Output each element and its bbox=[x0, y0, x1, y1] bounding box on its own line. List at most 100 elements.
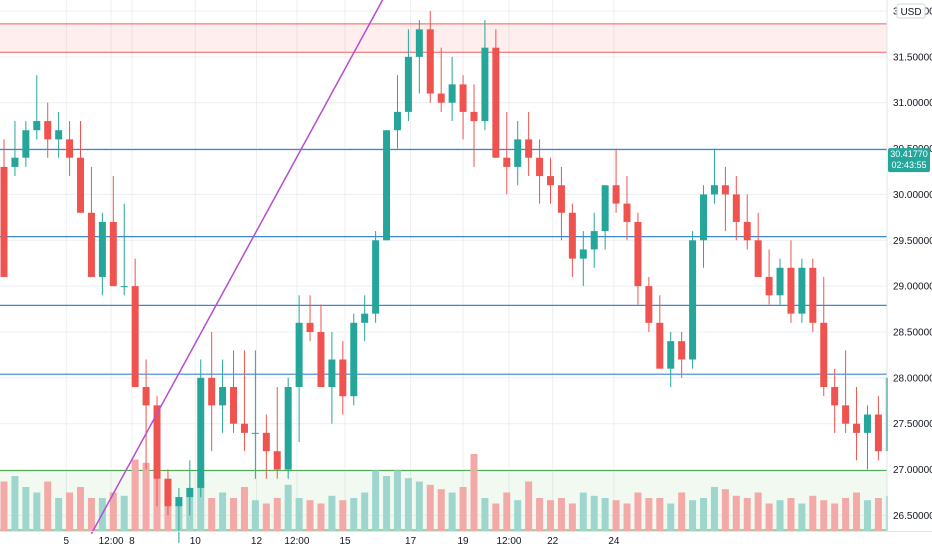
candle bbox=[404, 29, 412, 122]
candle-body bbox=[186, 487, 194, 498]
volume-bar bbox=[393, 470, 401, 531]
volume-bar bbox=[361, 492, 369, 531]
candle bbox=[186, 460, 194, 516]
candle bbox=[590, 212, 598, 268]
candle bbox=[415, 20, 423, 94]
y-tick-label: 31.00000 bbox=[893, 98, 932, 109]
volume-bar bbox=[372, 470, 380, 531]
candle bbox=[251, 350, 259, 479]
candle bbox=[284, 377, 292, 479]
candle bbox=[273, 387, 281, 479]
candle bbox=[11, 121, 19, 177]
y-tick-label: 29.00000 bbox=[893, 282, 932, 293]
candle bbox=[426, 11, 434, 103]
candle bbox=[514, 121, 522, 186]
candle bbox=[721, 166, 729, 232]
candle-body bbox=[732, 194, 740, 222]
candle-body bbox=[721, 185, 729, 195]
candle bbox=[98, 212, 106, 296]
volume-bar bbox=[350, 498, 358, 531]
volume-bar bbox=[197, 481, 205, 531]
volume-bar bbox=[547, 500, 554, 531]
candle bbox=[328, 331, 336, 424]
candle bbox=[109, 176, 117, 287]
volume-bar bbox=[240, 487, 248, 531]
candle-body bbox=[612, 185, 620, 204]
volume-bar bbox=[448, 492, 456, 531]
volume-bar bbox=[623, 503, 631, 531]
x-tick-label: 17 bbox=[405, 536, 417, 547]
candle bbox=[700, 185, 708, 268]
candle-body bbox=[372, 240, 380, 314]
volume-bar bbox=[842, 498, 850, 531]
candle-body bbox=[87, 212, 95, 277]
candle-body bbox=[197, 377, 205, 488]
volume-bar bbox=[853, 492, 861, 531]
volume-bar bbox=[612, 500, 620, 531]
volume-bar bbox=[820, 500, 828, 531]
volume-bar bbox=[77, 487, 85, 531]
candle-body bbox=[601, 185, 609, 232]
volume-bar bbox=[284, 484, 292, 531]
volume-bar bbox=[44, 481, 52, 531]
volume-bar bbox=[601, 498, 609, 531]
candle-body bbox=[66, 139, 74, 158]
candle bbox=[525, 111, 533, 177]
candle-body bbox=[492, 47, 500, 158]
candle bbox=[863, 405, 871, 470]
volume-bar bbox=[66, 492, 74, 531]
horizontal-levels[interactable] bbox=[0, 148, 887, 375]
candle-body bbox=[754, 240, 762, 277]
volume-bar bbox=[579, 492, 587, 531]
candle bbox=[820, 276, 828, 397]
candle-body bbox=[765, 276, 773, 296]
trendline[interactable] bbox=[90, 0, 386, 535]
candle bbox=[503, 111, 511, 195]
x-axis[interactable]: 5 12:00 8 10 12 12:00 15 17 19 12:00 22 24 bbox=[64, 536, 620, 547]
candle-body bbox=[350, 322, 358, 397]
volume-bar bbox=[590, 495, 598, 531]
candle-body bbox=[863, 414, 871, 433]
candle bbox=[678, 331, 686, 378]
candle bbox=[536, 139, 544, 204]
currency-button[interactable]: USD bbox=[896, 3, 926, 19]
candle-body bbox=[415, 29, 423, 57]
candle-body bbox=[55, 130, 63, 140]
candle-body bbox=[437, 93, 445, 103]
candle bbox=[787, 240, 795, 323]
candle bbox=[481, 20, 489, 131]
x-tick-label: 12:00 bbox=[496, 536, 521, 547]
candle-body bbox=[33, 121, 41, 131]
candle-body bbox=[251, 432, 259, 434]
volume-bar bbox=[219, 492, 227, 531]
candle-body bbox=[11, 157, 19, 167]
volume-bar bbox=[700, 498, 708, 531]
volume-bar bbox=[415, 481, 423, 531]
candle-body bbox=[743, 221, 751, 241]
candle-body bbox=[776, 267, 784, 296]
trendline-line[interactable] bbox=[90, 0, 386, 535]
candle-body bbox=[809, 267, 817, 323]
volume-bar bbox=[798, 503, 806, 531]
y-axis[interactable]: 32.0000031.5000031.0000030.5000030.00000… bbox=[888, 0, 932, 531]
volume-bar bbox=[874, 498, 882, 531]
candle-body bbox=[481, 47, 489, 122]
candle-body bbox=[164, 478, 172, 507]
volume-bar bbox=[492, 503, 500, 531]
candle-body bbox=[842, 405, 850, 424]
candle-body bbox=[175, 497, 183, 507]
x-tick-label: 24 bbox=[608, 536, 620, 547]
volume-bar bbox=[787, 498, 795, 531]
candle bbox=[219, 359, 227, 433]
candle-body bbox=[361, 313, 369, 323]
candle-body bbox=[120, 286, 128, 288]
candle bbox=[776, 258, 784, 305]
candle-body bbox=[831, 387, 839, 406]
y-tick-label: 27.50000 bbox=[893, 419, 932, 430]
x-tick-label: 15 bbox=[339, 536, 351, 547]
countdown-timer: 02:43:55 bbox=[891, 160, 926, 170]
volume-bar bbox=[251, 500, 259, 531]
volume-bar bbox=[404, 478, 412, 531]
